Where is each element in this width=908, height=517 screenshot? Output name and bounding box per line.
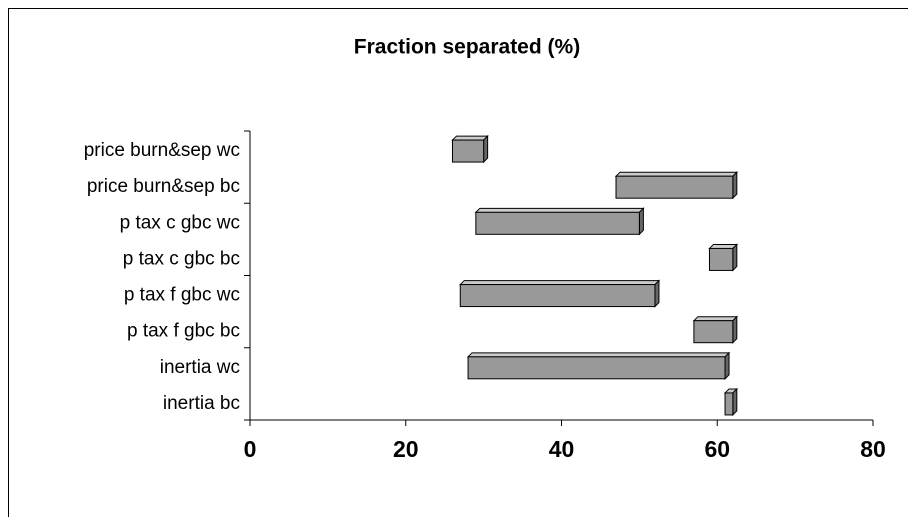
bar: [708, 247, 734, 271]
y-tick-label: p tax f gbc bc: [127, 321, 240, 342]
bar-side-face: [732, 315, 738, 344]
bar-top-face: [692, 316, 739, 322]
y-tick-label: p tax c gbc wc: [120, 212, 240, 233]
bar: [615, 175, 734, 199]
y-tick-label: inertia bc: [163, 393, 240, 414]
chart-title: Fraction separated (%): [354, 36, 580, 59]
bar: [467, 356, 726, 380]
bar: [724, 392, 734, 416]
y-tick-label: inertia wc: [160, 357, 240, 378]
bar-side-face: [638, 207, 644, 236]
bar-top-face: [614, 171, 739, 177]
y-tick-label: p tax c gbc bc: [123, 248, 240, 269]
y-tick-label: p tax f gbc wc: [124, 285, 240, 306]
bar-side-face: [732, 387, 738, 417]
bar: [475, 211, 640, 235]
bar-side-face: [724, 351, 730, 381]
bar: [451, 139, 485, 163]
y-tick-label: price burn&sep bc: [87, 176, 240, 197]
bar-side-face: [654, 279, 660, 308]
y-tick-label: price burn&sep wc: [84, 140, 240, 161]
bar-top-face: [466, 352, 731, 358]
x-tick-label: 80: [860, 436, 886, 462]
x-tick-label: 60: [704, 436, 730, 462]
x-tick-label: 40: [549, 436, 575, 462]
bar-side-face: [483, 134, 489, 164]
bar-side-face: [732, 243, 738, 272]
chart-border: [8, 8, 908, 517]
bar: [459, 284, 656, 308]
bar-top-face: [451, 135, 489, 141]
x-tick-label: 20: [393, 436, 419, 462]
bar-top-face: [474, 207, 645, 213]
bar: [693, 320, 734, 344]
bar-side-face: [732, 170, 738, 200]
bar-top-face: [459, 280, 661, 286]
x-tick-label: 0: [244, 436, 257, 462]
